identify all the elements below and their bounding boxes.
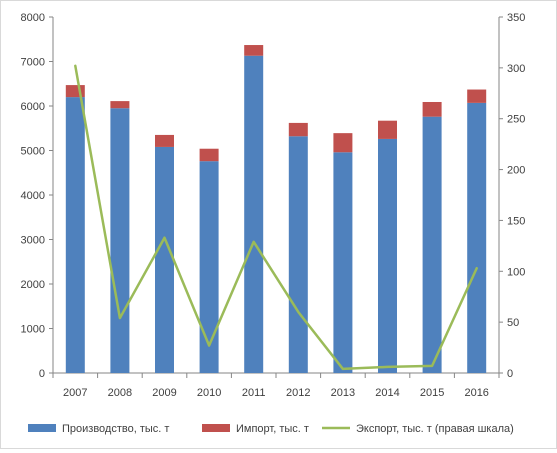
production-bar <box>200 161 219 373</box>
import-bar <box>333 133 352 152</box>
import-bar <box>378 121 397 139</box>
legend: Производство, тыс. т Импорт, тыс. т Экспор… <box>28 423 514 435</box>
legend-production-swatch <box>28 424 56 432</box>
import-bar <box>200 149 219 161</box>
production-bar <box>66 97 85 373</box>
x-axis-tick-label: 2012 <box>286 387 310 399</box>
x-axis-tick-label: 2009 <box>152 387 176 399</box>
export-line <box>75 66 477 369</box>
export-series-line <box>75 66 476 369</box>
left-axis-tick-label: 8000 <box>21 12 45 24</box>
production-bar <box>423 117 442 373</box>
legend-import-label: Импорт, тыс. т <box>236 423 309 435</box>
bars <box>66 45 486 373</box>
left-axis-tick-label: 4000 <box>21 190 45 202</box>
import-bar <box>155 135 174 147</box>
production-bar <box>333 152 352 373</box>
production-bar <box>289 136 308 373</box>
production-bar <box>467 103 486 373</box>
left-axis-tick-label: 1000 <box>21 324 45 336</box>
left-axis-tick-label: 5000 <box>21 146 45 158</box>
right-axis-tick-label: 150 <box>507 215 525 227</box>
right-axis-tick-label: 300 <box>507 63 525 75</box>
legend-export-label: Экспорт, тыс. т (правая шкала) <box>356 423 514 435</box>
right-axis-tick-label: 250 <box>507 114 525 126</box>
production-bar <box>155 147 174 373</box>
legend-import-swatch <box>202 424 230 432</box>
left-axis-tick-label: 0 <box>39 368 45 380</box>
right-axis-tick-label: 50 <box>507 317 519 329</box>
legend-production-label: Производство, тыс. т <box>62 423 169 435</box>
left-axis-tick-label: 6000 <box>21 101 45 113</box>
production-bar <box>110 108 129 373</box>
left-axis-tick-label: 7000 <box>21 57 45 69</box>
x-axis-tick-label: 2015 <box>420 387 444 399</box>
import-bar <box>66 85 85 97</box>
x-axis-tick-label: 2014 <box>375 387 399 399</box>
production-bar <box>244 56 263 373</box>
x-axis-tick-label: 2007 <box>63 387 87 399</box>
production-bar <box>378 139 397 373</box>
import-bar <box>110 101 129 108</box>
left-axis-tick-label: 2000 <box>21 279 45 291</box>
import-bar <box>244 45 263 56</box>
right-axis-tick-label: 200 <box>507 165 525 177</box>
axes: 0 1000 2000 3000 4000 5000 6000 7000 8000 0 50 100 1… <box>21 12 526 399</box>
left-axis-tick-label: 3000 <box>21 235 45 247</box>
x-axis-tick-label: 2010 <box>197 387 221 399</box>
import-bar <box>289 123 308 136</box>
x-axis-tick-label: 2011 <box>242 387 266 399</box>
right-axis-tick-label: 0 <box>507 368 513 380</box>
x-axis-tick-label: 2008 <box>108 387 132 399</box>
x-axis-tick-label: 2013 <box>331 387 355 399</box>
import-bar <box>423 102 442 117</box>
right-axis-tick-label: 100 <box>507 266 525 278</box>
right-axis-tick-label: 350 <box>507 12 525 24</box>
import-bar <box>467 90 486 103</box>
x-axis-tick-label: 2016 <box>464 387 488 399</box>
